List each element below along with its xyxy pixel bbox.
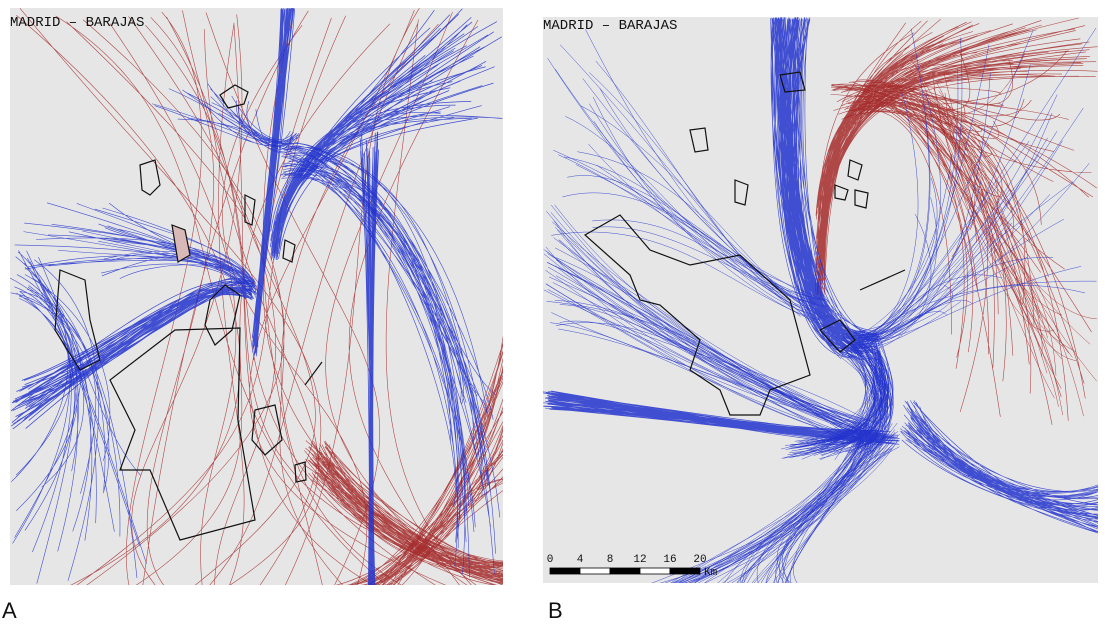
outline <box>294 461 307 483</box>
panel-label: B <box>548 598 563 623</box>
scale-unit: Km <box>704 567 718 579</box>
trajectory-bundle <box>850 27 1097 351</box>
outline <box>304 361 323 386</box>
scale-segment <box>669 567 701 575</box>
outline <box>819 319 856 353</box>
trajectory-bundle <box>899 400 1098 534</box>
trajectory-bundle <box>280 143 501 578</box>
outline <box>834 184 849 201</box>
trajectory-bundle <box>335 336 503 585</box>
scale-segment <box>549 567 581 575</box>
trajectories <box>10 8 503 585</box>
trajectory-bundle <box>770 17 880 361</box>
outline <box>689 127 709 153</box>
trajectories <box>543 17 1098 583</box>
trajectory-bundle <box>543 204 880 440</box>
scale-label: 16 <box>663 554 676 566</box>
trajectory-bundle <box>251 8 296 361</box>
outline <box>282 239 296 263</box>
trajectory-bundle <box>651 420 901 583</box>
outline <box>251 404 283 456</box>
scale-label: 8 <box>607 554 614 566</box>
trajectory-bundle <box>543 390 900 446</box>
outline <box>854 189 869 209</box>
scale-label: 4 <box>577 554 584 566</box>
outline <box>779 71 806 93</box>
trajectory-bundle <box>547 29 831 330</box>
outline <box>139 159 161 196</box>
outlines <box>583 71 906 416</box>
scale-label: 0 <box>547 554 554 566</box>
trajectory-bundle <box>359 131 380 585</box>
trajectory-bundle <box>781 330 894 461</box>
outline <box>54 269 101 371</box>
outlines <box>54 84 323 541</box>
map-title: MADRID – BARAJAS <box>10 15 144 31</box>
panel-label: A <box>2 598 17 623</box>
map-title: MADRID – BARAJAS <box>543 18 677 34</box>
outline <box>847 159 863 181</box>
outline <box>219 84 249 109</box>
trajectory-bundle <box>10 277 255 430</box>
outline <box>583 214 811 416</box>
outline <box>109 327 256 541</box>
scale-label: 12 <box>633 554 646 566</box>
scale-segment <box>609 567 641 575</box>
outline <box>734 179 749 206</box>
outline <box>171 224 191 263</box>
scale-segment <box>639 567 671 575</box>
scale-segment <box>579 567 611 575</box>
outline <box>859 269 906 291</box>
outline <box>244 194 256 226</box>
trajectory-bundle <box>152 83 300 154</box>
scale-label: 20 <box>693 554 706 566</box>
outline <box>204 284 241 346</box>
